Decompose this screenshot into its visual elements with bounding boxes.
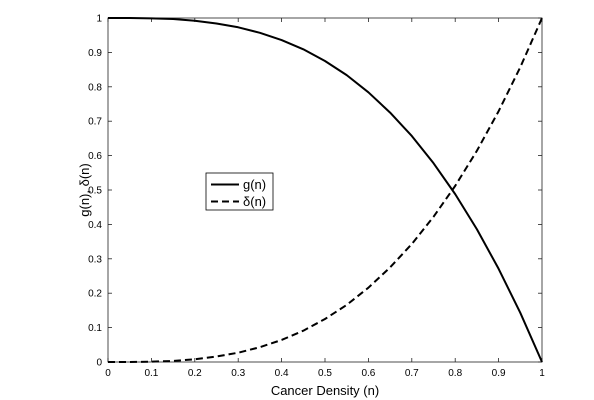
y-tick-label: 0.7 <box>88 117 102 128</box>
y-axis-ticks: 0 0.1 0.2 0.3 0.4 0.5 0.6 0.7 0.8 0.9 1 <box>88 14 542 369</box>
x-tick-label: 0.8 <box>448 368 462 379</box>
y-tick-label: 0.8 <box>88 82 102 93</box>
series-line-g <box>108 17 543 363</box>
y-tick-label: 0.9 <box>88 48 102 59</box>
legend-box <box>205 172 274 211</box>
series-layer <box>108 17 543 363</box>
x-tick-label: 0.9 <box>492 368 506 379</box>
x-tick-label: 0 <box>105 368 111 379</box>
y-tick-label: 0 <box>96 358 102 369</box>
y-tick-label: 0.6 <box>88 151 102 162</box>
x-tick-label: 0.4 <box>275 368 289 379</box>
x-tick-label: 0.7 <box>405 368 419 379</box>
y-tick-label: 0.2 <box>88 289 102 300</box>
legend-label-delta: δ(n) <box>243 194 266 209</box>
y-tick-label: 0.1 <box>88 323 102 334</box>
y-axis-label: g(n), δ(n) <box>77 163 92 216</box>
x-tick-label: 0.3 <box>231 368 245 379</box>
y-tick-label: 1 <box>96 14 102 25</box>
x-tick-label: 0.6 <box>361 368 375 379</box>
series-line-delta <box>108 17 543 363</box>
legend-label-g: g(n) <box>243 177 266 192</box>
x-tick-label: 0.1 <box>144 368 158 379</box>
y-tick-label: 0.4 <box>88 220 102 231</box>
x-axis-ticks: 0 0.1 0.2 0.3 0.4 0.5 0.6 0.7 0.8 0.9 1 <box>105 18 545 379</box>
x-tick-label: 1 <box>539 368 545 379</box>
plot-frame <box>107 17 543 363</box>
y-tick-label: 0.5 <box>88 186 102 197</box>
x-tick-label: 0.2 <box>188 368 202 379</box>
legend: g(n) δ(n) <box>205 172 274 211</box>
x-axis-label: Cancer Density (n) <box>271 383 379 398</box>
x-tick-label: 0.5 <box>318 368 332 379</box>
y-tick-label: 0.3 <box>88 254 102 265</box>
